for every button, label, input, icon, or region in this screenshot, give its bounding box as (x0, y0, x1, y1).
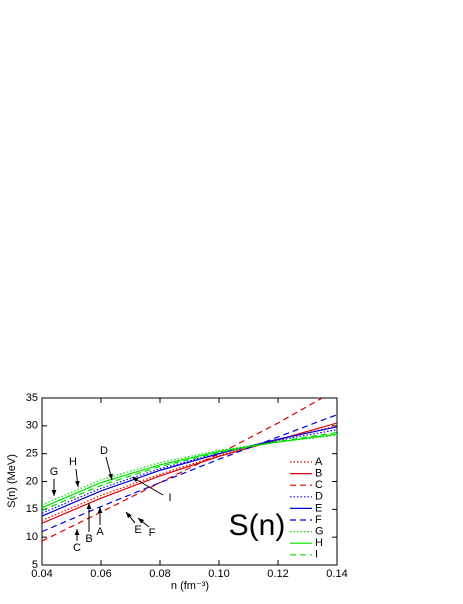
annotation: G (50, 466, 59, 478)
series-line (42, 398, 324, 542)
y-axis-label: S(n) (MeV) (6, 454, 18, 508)
legend-label: E (315, 502, 322, 514)
annotation: B (85, 533, 92, 545)
legend-label: C (315, 479, 323, 491)
series-line (42, 426, 337, 517)
legend-label: F (315, 514, 322, 526)
series-line (42, 429, 337, 514)
x-axis-label: n (fm⁻³) (171, 580, 209, 592)
annotation-arrow (131, 476, 164, 496)
legend-label: I (315, 549, 318, 561)
annotation-arrow (105, 456, 113, 481)
series-line (42, 434, 337, 506)
y-tick-label: 15 (26, 503, 38, 515)
annotation: I (168, 492, 171, 504)
x-tick-label: 0.06 (90, 568, 111, 580)
annotation: F (149, 527, 156, 539)
y-tick-label: 10 (26, 531, 38, 543)
annotation-arrow (137, 517, 150, 528)
x-tick-label: 0.12 (267, 568, 288, 580)
plot-area (42, 398, 337, 542)
series-line (42, 414, 337, 533)
y-tick-label: 20 (26, 475, 38, 487)
annotation: D (100, 445, 108, 457)
y-tick-label: 25 (26, 448, 38, 460)
legend-label: H (315, 537, 323, 549)
legend-label: B (315, 468, 322, 480)
y-tick-label: 5 (32, 559, 38, 571)
legend-label: A (315, 456, 323, 468)
series-line (42, 431, 337, 511)
annotation: A (96, 526, 104, 538)
x-tick-label: 0.08 (149, 568, 170, 580)
annotation: E (134, 524, 141, 536)
x-tick-label: 0.04 (31, 568, 52, 580)
y-tick-label: 30 (26, 420, 38, 432)
annotation-arrow (74, 468, 80, 488)
legend-label: G (315, 526, 324, 538)
annotation: S(n) (229, 509, 286, 542)
annotation: H (69, 456, 77, 468)
x-tick-label: 0.10 (208, 568, 229, 580)
y-tick-label: 35 (26, 392, 38, 404)
annotation-arrow (125, 511, 136, 524)
series-line (42, 433, 337, 509)
x-tick-label: 0.14 (326, 568, 347, 580)
legend-label: D (315, 491, 323, 503)
annotation: C (73, 542, 81, 554)
